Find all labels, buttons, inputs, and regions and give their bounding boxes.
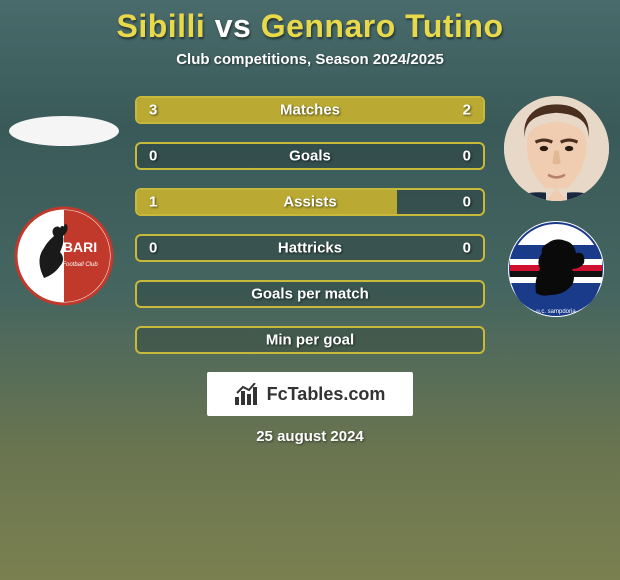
stat-row: 0 0 Goals bbox=[135, 142, 485, 170]
stat-value-left: 0 bbox=[149, 240, 157, 257]
stat-label: Assists bbox=[283, 194, 336, 211]
stat-value-right: 0 bbox=[463, 148, 471, 165]
date-text: 25 august 2024 bbox=[256, 428, 364, 445]
watermark: FcTables.com bbox=[207, 372, 413, 416]
stat-row: 1 0 Assists bbox=[135, 188, 485, 216]
fctables-logo-icon bbox=[235, 383, 261, 405]
main-row: BARI Football Club 3 2 Matches 0 0 Goals 1 0 Ass… bbox=[0, 96, 620, 354]
stat-bar-left bbox=[137, 190, 397, 214]
stats-bars: 3 2 Matches 0 0 Goals 1 0 Assists 0 0 Hattricks Goal… bbox=[135, 96, 485, 354]
player1-club-logo: BARI Football Club bbox=[14, 206, 114, 306]
player1-photo bbox=[9, 116, 119, 146]
stat-label: Matches bbox=[280, 102, 340, 119]
watermark-text: FcTables.com bbox=[267, 384, 386, 405]
svg-text:Football Club: Football Club bbox=[62, 262, 98, 268]
svg-text:u.c. sampdoria: u.c. sampdoria bbox=[536, 309, 576, 315]
stat-row: 3 2 Matches bbox=[135, 96, 485, 124]
player2-club-logo: u.c. sampdoria bbox=[506, 219, 606, 319]
stat-label: Hattricks bbox=[278, 240, 342, 257]
player2-name: Gennaro Tutino bbox=[261, 8, 504, 44]
stat-value-right: 0 bbox=[463, 240, 471, 257]
sampdoria-badge-icon: u.c. sampdoria bbox=[506, 219, 606, 319]
stat-label: Goals bbox=[289, 148, 331, 165]
player2-face-icon bbox=[504, 96, 609, 201]
comparison-title: Sibilli vs Gennaro Tutino bbox=[116, 8, 503, 45]
player1-name: Sibilli bbox=[116, 8, 205, 44]
stat-value-left: 1 bbox=[149, 194, 157, 211]
stat-row: Goals per match bbox=[135, 280, 485, 308]
stat-label: Goals per match bbox=[251, 286, 369, 303]
stat-label: Min per goal bbox=[266, 332, 354, 349]
player1-column: BARI Football Club bbox=[9, 96, 119, 354]
subtitle: Club competitions, Season 2024/2025 bbox=[176, 51, 444, 68]
vs-label: vs bbox=[215, 8, 252, 44]
comparison-card: Sibilli vs Gennaro Tutino Club competiti… bbox=[0, 0, 620, 580]
player2-column: u.c. sampdoria bbox=[501, 96, 611, 354]
player2-photo bbox=[504, 96, 609, 201]
stat-row: 0 0 Hattricks bbox=[135, 234, 485, 262]
stat-row: Min per goal bbox=[135, 326, 485, 354]
svg-text:BARI: BARI bbox=[63, 239, 97, 255]
bari-badge-icon: BARI Football Club bbox=[14, 206, 114, 306]
stat-value-left: 3 bbox=[149, 102, 157, 119]
stat-value-right: 0 bbox=[463, 194, 471, 211]
stat-value-left: 0 bbox=[149, 148, 157, 165]
stat-value-right: 2 bbox=[463, 102, 471, 119]
